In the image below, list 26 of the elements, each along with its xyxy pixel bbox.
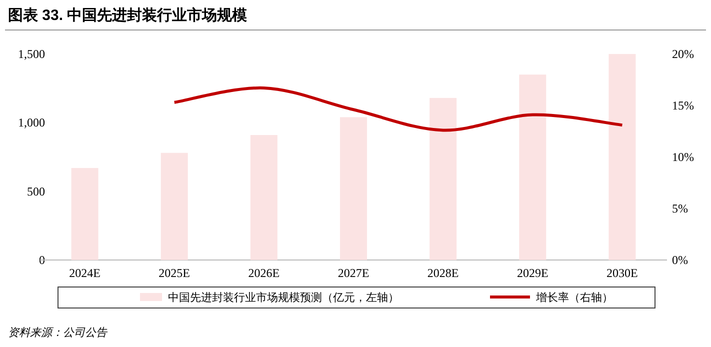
y-tick-label: 500 [27,184,45,198]
y2-tick-label: 20% [672,47,694,61]
x-tick-label: 2024E [69,266,100,280]
bar [519,74,546,260]
bar [608,54,636,260]
bar [160,152,188,260]
legend-label: 增长率（右轴） [535,291,613,304]
bar [71,168,98,260]
x-tick-label: 2027E [338,266,370,280]
y-tick-label: 1,500 [18,47,45,61]
x-tick-label: 2029E [516,266,548,280]
y2-tick-label: 0% [672,253,688,267]
y2-tick-label: 10% [672,150,694,164]
x-tick-label: 2025E [158,266,190,280]
y-tick-label: 1,000 [18,116,45,130]
y2-tick-label: 15% [672,98,694,112]
bar [250,135,278,260]
x-tick-label: 2030E [606,266,638,280]
x-tick-label: 2028E [427,266,459,280]
text: 资料来源：公司公告 [8,326,108,339]
chart-title: 图表 33. 中国先进封装行业市场规模 [8,6,248,24]
legend-label: 中国先进封装行业市场规模预测（亿元，左轴） [168,291,399,304]
y2-tick-label: 5% [672,202,688,216]
bar [430,98,457,260]
x-tick-label: 2026E [248,266,280,280]
bar [340,117,367,260]
